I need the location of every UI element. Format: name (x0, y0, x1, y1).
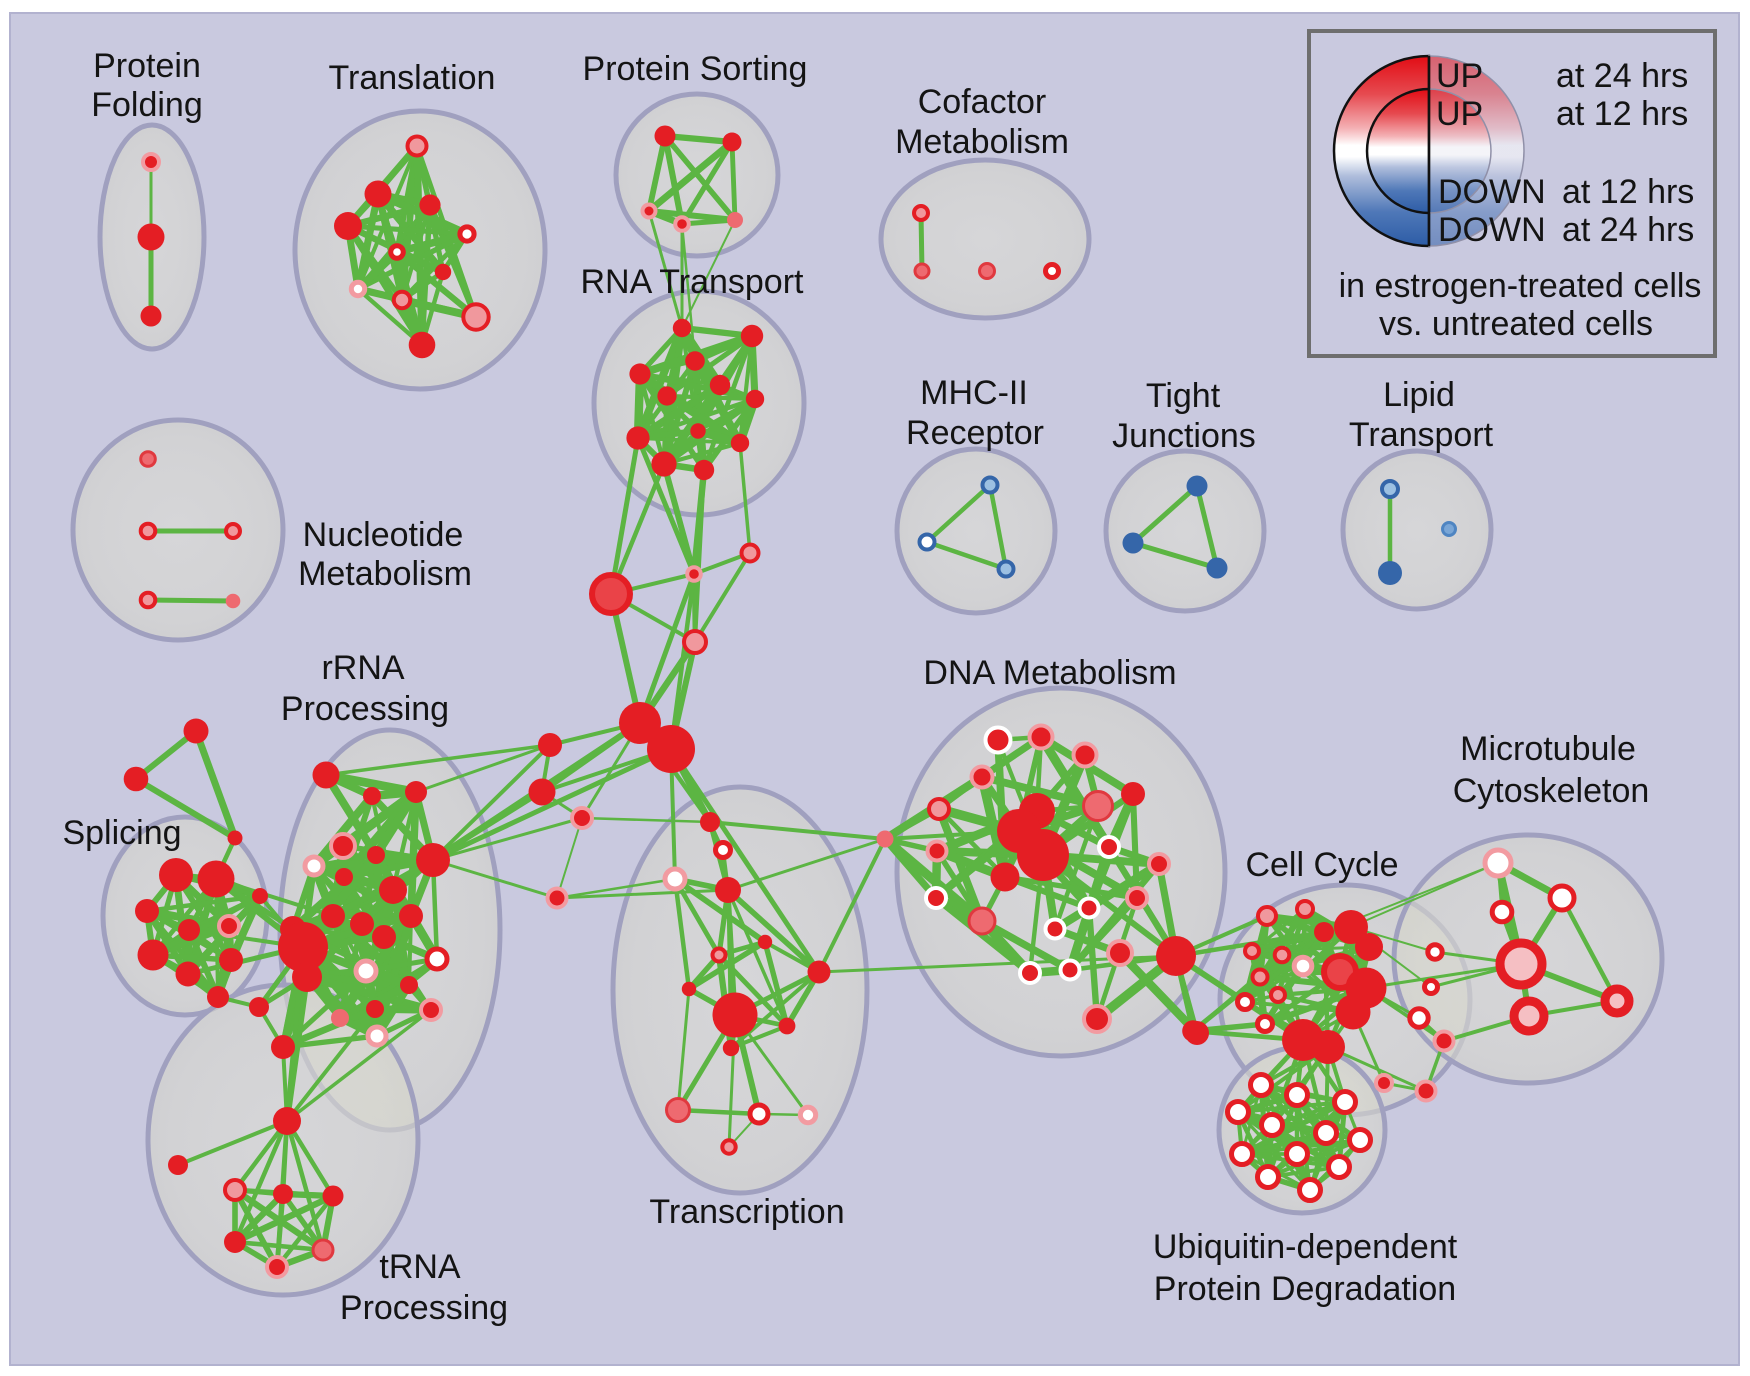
svg-text:Processing: Processing (281, 690, 449, 728)
svg-text:Lipid: Lipid (1383, 376, 1455, 414)
svg-text:at 24 hrs: at 24 hrs (1556, 57, 1688, 95)
svg-text:Transcription: Transcription (649, 1193, 844, 1231)
svg-text:Protein Degradation: Protein Degradation (1154, 1270, 1456, 1308)
svg-text:tRNA: tRNA (379, 1248, 461, 1286)
svg-text:Receptor: Receptor (906, 414, 1044, 452)
svg-text:UP: UP (1436, 57, 1483, 95)
svg-text:Metabolism: Metabolism (298, 555, 472, 593)
svg-text:at 24 hrs: at 24 hrs (1562, 211, 1694, 249)
svg-text:UP: UP (1436, 95, 1483, 133)
svg-text:at 12 hrs: at 12 hrs (1562, 173, 1694, 211)
svg-text:in estrogen-treated cells: in estrogen-treated cells (1339, 267, 1702, 305)
svg-text:Transport: Transport (1349, 416, 1494, 454)
svg-text:Folding: Folding (91, 86, 203, 124)
svg-text:Tight: Tight (1146, 377, 1221, 415)
svg-text:at 12 hrs: at 12 hrs (1556, 95, 1688, 133)
svg-text:Cell Cycle: Cell Cycle (1245, 846, 1398, 884)
svg-text:Protein: Protein (93, 47, 201, 85)
svg-text:Protein Sorting: Protein Sorting (583, 50, 808, 88)
svg-text:DNA Metabolism: DNA Metabolism (923, 654, 1176, 692)
svg-text:Cofactor: Cofactor (918, 83, 1047, 121)
svg-text:Splicing: Splicing (62, 814, 181, 852)
svg-text:Processing: Processing (340, 1289, 508, 1327)
svg-text:Metabolism: Metabolism (895, 123, 1069, 161)
svg-text:DOWN: DOWN (1438, 211, 1546, 249)
svg-text:vs. untreated cells: vs. untreated cells (1379, 305, 1653, 343)
svg-text:Ubiquitin-dependent: Ubiquitin-dependent (1153, 1228, 1458, 1266)
svg-text:rRNA: rRNA (321, 649, 404, 687)
svg-text:Nucleotide: Nucleotide (303, 516, 464, 554)
svg-text:Cytoskeleton: Cytoskeleton (1453, 772, 1650, 810)
svg-text:RNA Transport: RNA Transport (581, 263, 805, 301)
svg-text:MHC-II: MHC-II (920, 374, 1028, 412)
svg-text:DOWN: DOWN (1438, 173, 1546, 211)
svg-text:Microtubule: Microtubule (1460, 730, 1636, 768)
svg-text:Translation: Translation (329, 59, 496, 97)
svg-text:Junctions: Junctions (1112, 417, 1256, 455)
